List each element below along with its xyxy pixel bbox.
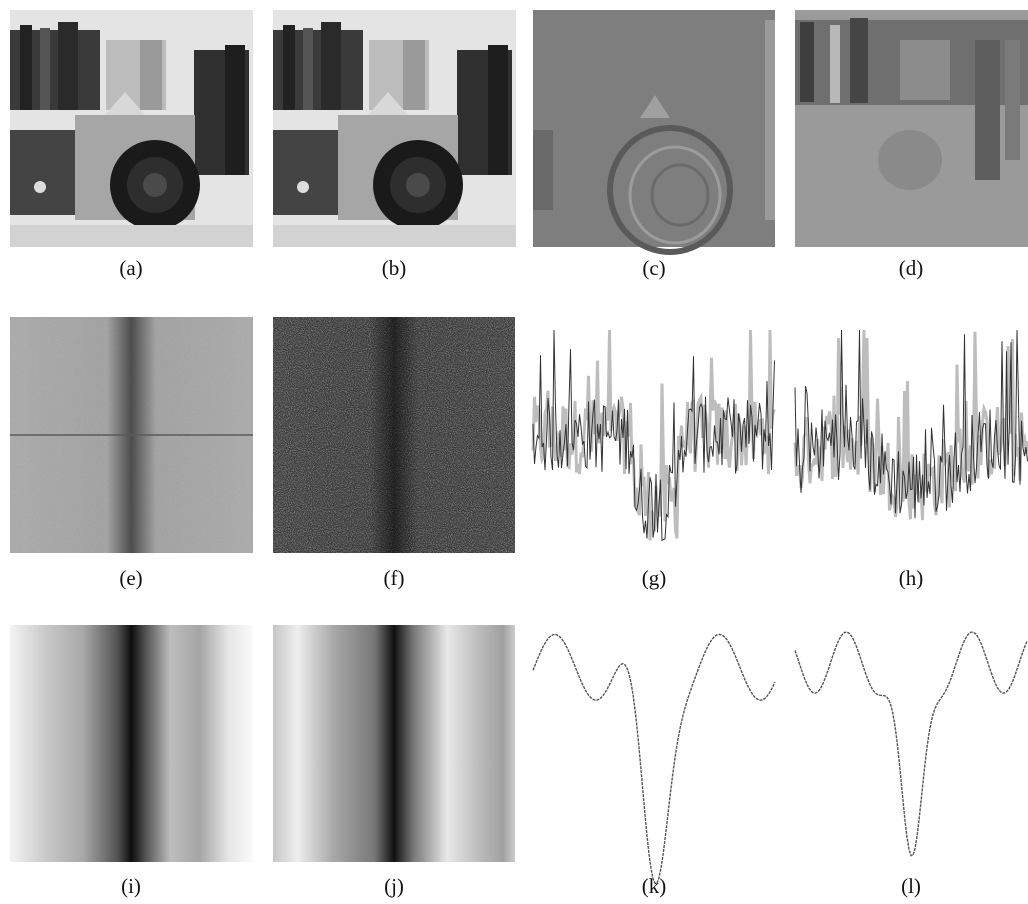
- profile-line: [795, 330, 1028, 520]
- stripe-image: [273, 625, 515, 862]
- stripe-image: [10, 625, 253, 862]
- camera-photo: [10, 10, 253, 247]
- noise-image: [10, 317, 253, 553]
- profile-plots: [533, 330, 1028, 541]
- panel-label: (j): [384, 874, 404, 898]
- noise-image: [273, 317, 515, 553]
- panel-label: (c): [642, 256, 665, 280]
- panel-label: (i): [121, 874, 141, 898]
- residual-image: [533, 10, 775, 252]
- panel-label: (d): [899, 256, 924, 280]
- panel-label: (f): [384, 566, 405, 590]
- panel-label: (g): [642, 566, 667, 590]
- panel-label: (a): [119, 256, 142, 280]
- panel-label: (b): [382, 256, 407, 280]
- page: {"panels": [ {"label": "(a)"}, {"label":…: [0, 0, 1028, 904]
- panel-label: (h): [899, 566, 924, 590]
- curve-plots: [533, 632, 1027, 883]
- panel-label: (e): [119, 566, 142, 590]
- residual-image: [795, 10, 1028, 247]
- curve-line: [795, 632, 1027, 856]
- figure: (a) (b) (c) (d) (e) (f) (g) (h) (i) (j) (k) (l): [0, 0, 1028, 904]
- curve-line: [533, 634, 775, 883]
- camera-photo-copy: [273, 10, 516, 247]
- panel-label: (k): [642, 874, 667, 898]
- panel-label: (l): [901, 874, 921, 898]
